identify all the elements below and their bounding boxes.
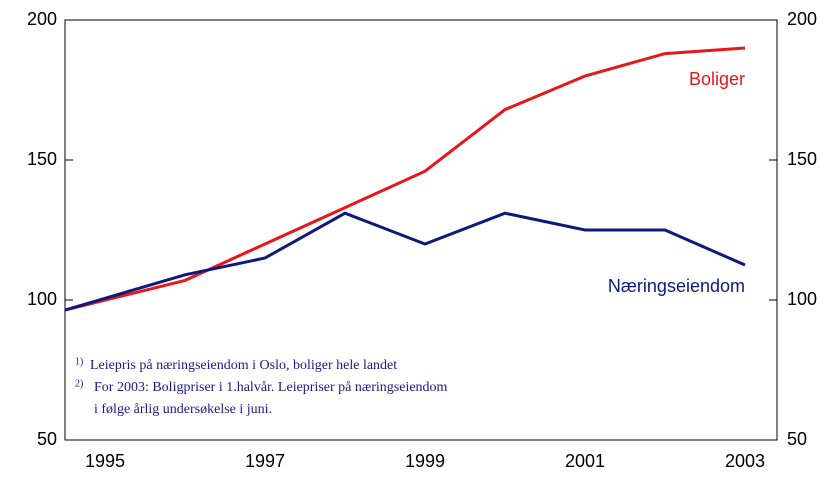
series-label: Næringseiendom [608, 276, 745, 296]
y2-tick-label: 50 [787, 429, 807, 449]
y-tick-label: 100 [27, 289, 57, 309]
y2-tick-label: 150 [787, 149, 817, 169]
x-tick-label: 1995 [85, 451, 125, 471]
x-tick-label: 2003 [725, 451, 765, 471]
x-tick-label: 1997 [245, 451, 285, 471]
footnote: For 2003: Boligpriser i 1.halvår. Leiepr… [94, 380, 448, 395]
y2-tick-label: 100 [787, 289, 817, 309]
line-series [64, 211, 746, 312]
line-series [64, 46, 746, 312]
y2-tick-label: 200 [787, 9, 817, 29]
footnote: i følge årlig undersøkelse i juni. [94, 402, 272, 417]
x-tick-label: 1999 [405, 451, 445, 471]
series-label: Boliger [689, 69, 745, 89]
footnote-marker: 1) [75, 356, 83, 367]
footnote: Leiepris på næringseiendom i Oslo, bolig… [90, 358, 397, 373]
x-tick-label: 2001 [565, 451, 605, 471]
plot-frame [64, 19, 778, 441]
y-tick-label: 50 [37, 429, 57, 449]
y-tick-label: 200 [27, 9, 57, 29]
y-tick-label: 150 [27, 149, 57, 169]
footnote-marker: 2) [75, 378, 83, 389]
